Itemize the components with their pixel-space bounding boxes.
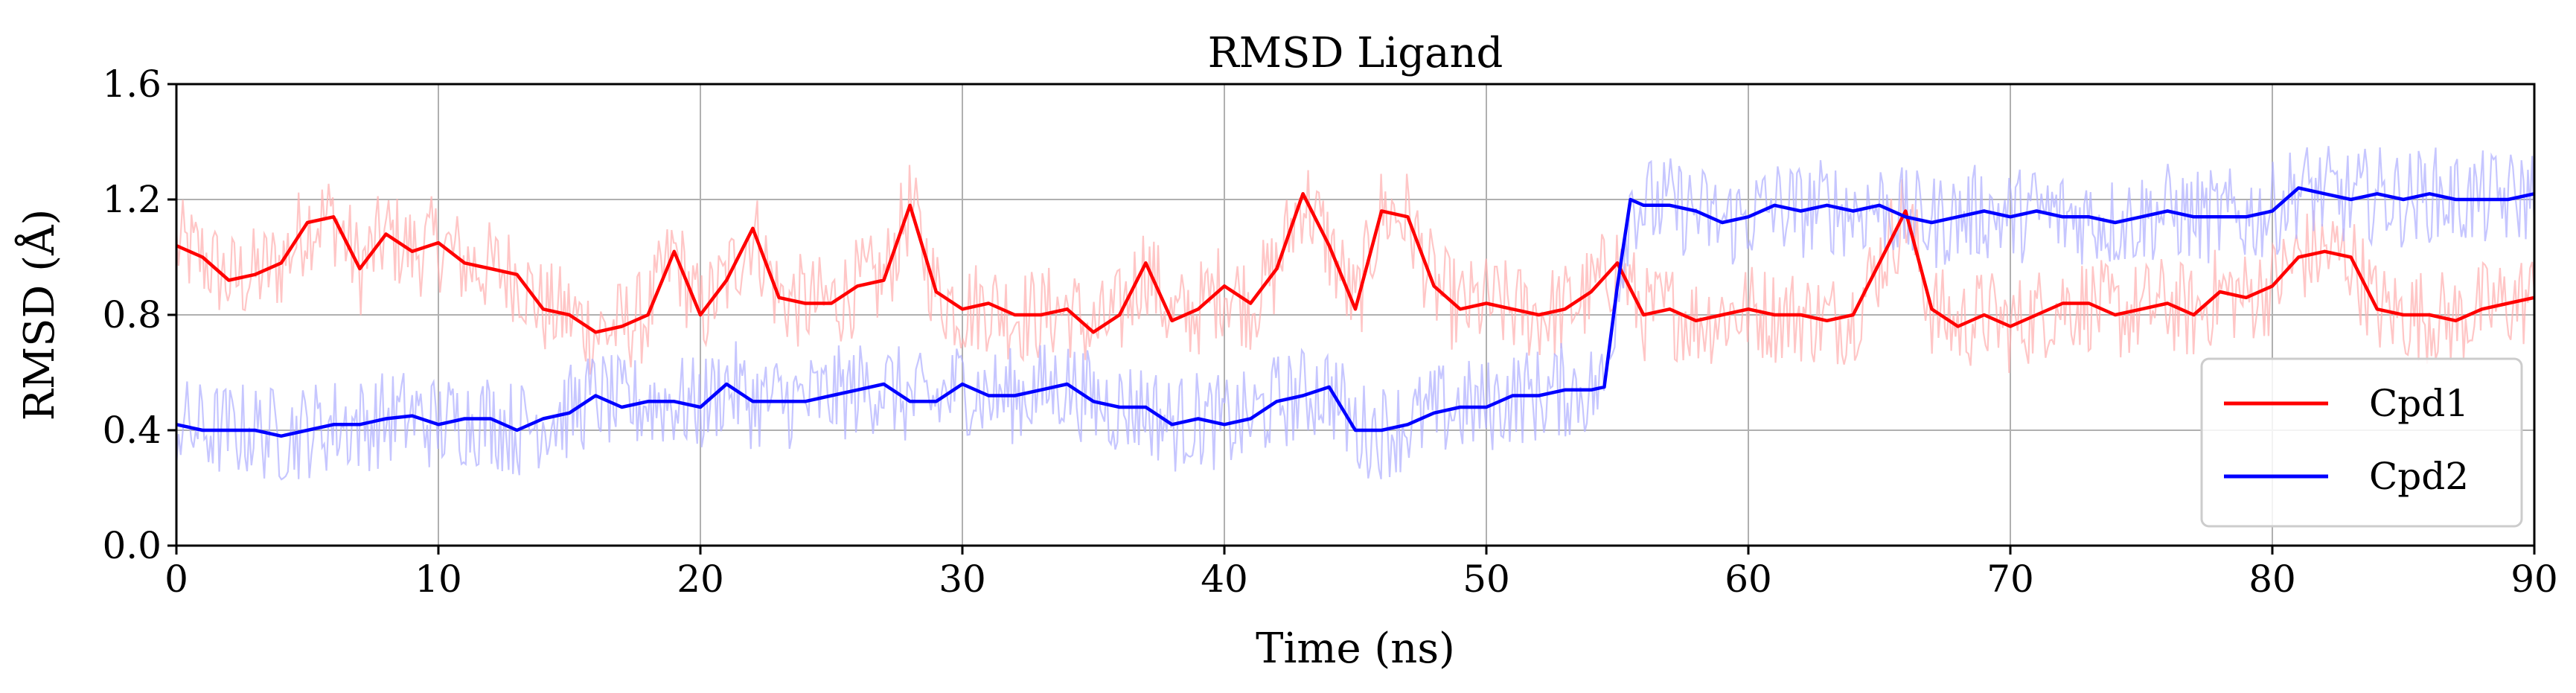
x-tick-label: 60 (1725, 558, 1772, 601)
legend: Cpd1 Cpd2 (2200, 357, 2523, 528)
x-axis-label: Time (ns) (1256, 625, 1455, 673)
x-tick-label: 50 (1463, 558, 1510, 601)
y-axis-label: RMSD (Å) (14, 209, 64, 421)
x-tick-label: 70 (1987, 558, 2034, 601)
series-lines (176, 186, 2535, 438)
x-tick-label: 40 (1201, 558, 1248, 601)
axis-ticks: 0 10 20 30 40 50 60 70 80 90 0.0 0.4 0.8 1.2 1.6 (102, 63, 2557, 601)
raw-traces (175, 146, 2536, 481)
x-tick-label: 90 (2511, 558, 2558, 601)
y-tick-label: 1.6 (102, 63, 162, 106)
y-tick-label: 1.2 (102, 178, 162, 221)
raw-trace-cpd2 (175, 146, 2536, 481)
y-tick-label: 0.8 (102, 293, 162, 336)
x-tick-label: 20 (677, 558, 724, 601)
raw-trace-cpd1 (175, 165, 2536, 375)
y-tick-label: 0.4 (102, 409, 162, 452)
legend-box (2200, 357, 2523, 528)
series-line-cpd2 (176, 186, 2535, 438)
series-line-cpd1 (176, 192, 2535, 334)
y-tick-label: 0.0 (102, 524, 162, 567)
x-tick-label: 30 (939, 558, 986, 601)
legend-label-cpd2: Cpd2 (2369, 455, 2469, 498)
x-tick-label: 10 (415, 558, 462, 601)
legend-label-cpd1: Cpd1 (2369, 382, 2469, 425)
x-tick-label: 80 (2249, 558, 2296, 601)
chart-title: RMSD Ligand (1208, 29, 1503, 77)
x-tick-label: 0 (164, 558, 188, 601)
